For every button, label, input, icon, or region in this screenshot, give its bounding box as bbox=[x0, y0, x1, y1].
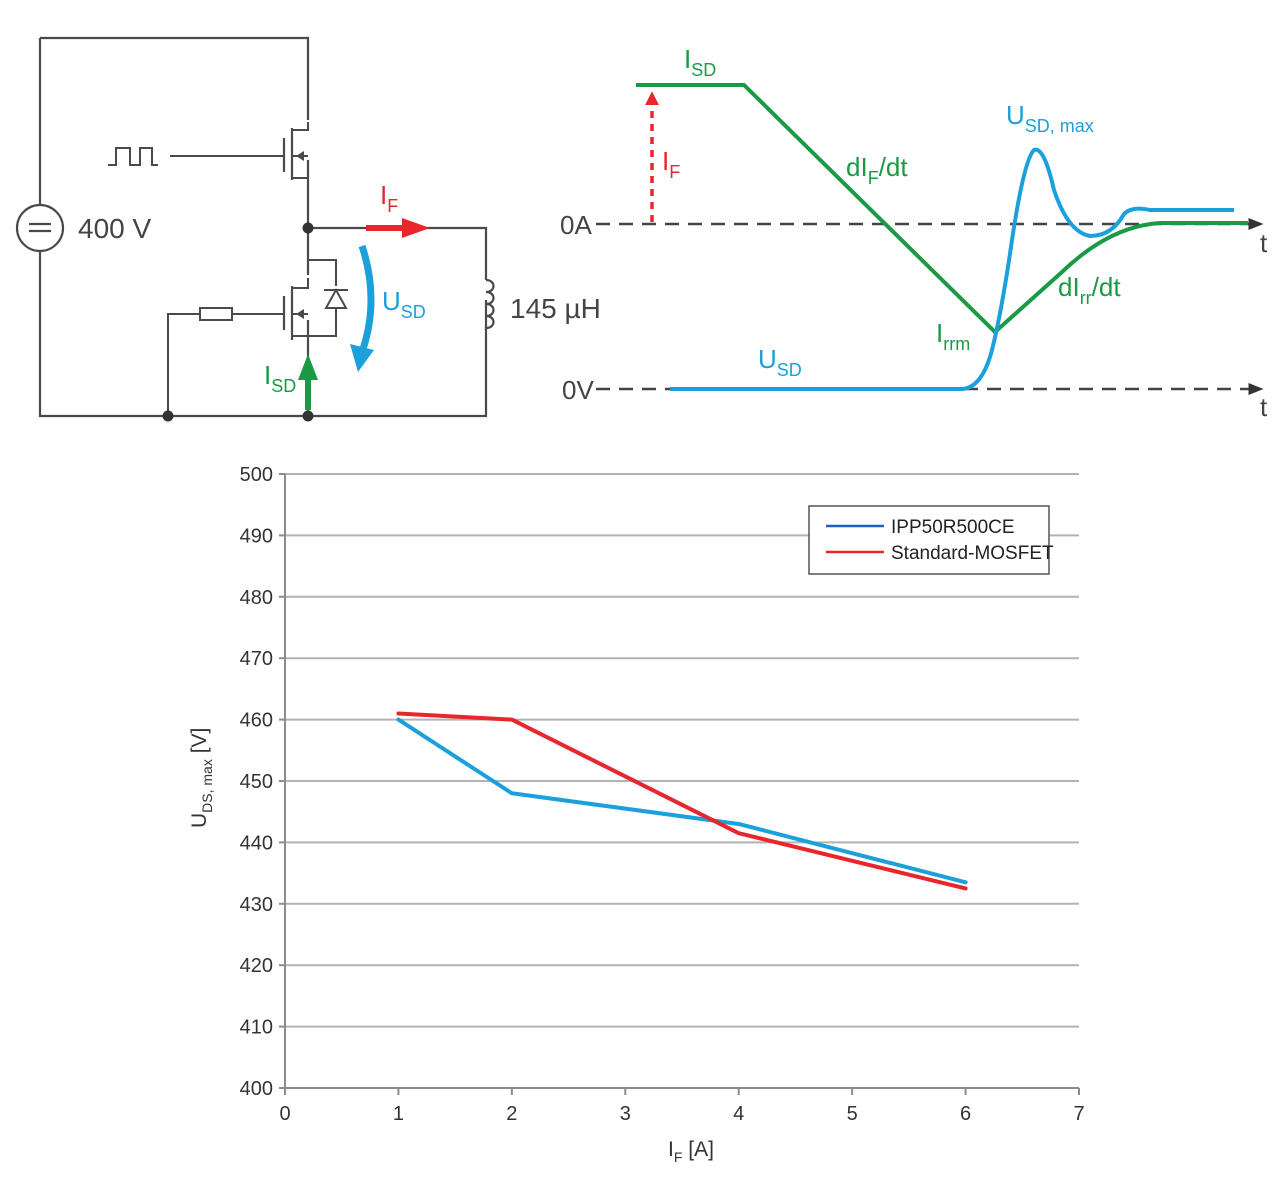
time-axis-label-upper: t bbox=[1260, 228, 1268, 258]
x-tick-label: 0 bbox=[279, 1103, 290, 1125]
dirr-dt-label: dIrr/dt bbox=[1058, 272, 1121, 308]
circuit-usd-label: USD bbox=[382, 286, 426, 322]
waveform-usd-label: USD bbox=[758, 344, 802, 380]
junction-dot bbox=[302, 410, 314, 422]
waveform-isd-label: ISD bbox=[684, 44, 716, 80]
y-tick-label: 420 bbox=[240, 955, 273, 977]
zero-voltage-label: 0V bbox=[562, 375, 594, 405]
time-axis-label-lower: t bbox=[1260, 392, 1268, 422]
junction-dot bbox=[162, 410, 174, 422]
circuit-if-label: IF bbox=[380, 180, 398, 216]
body-diode-icon bbox=[308, 259, 348, 337]
y-tick-label: 450 bbox=[240, 771, 273, 793]
chart-grid bbox=[285, 473, 1079, 1028]
low-side-gate-wire bbox=[167, 313, 284, 416]
y-tick-label: 490 bbox=[240, 525, 273, 547]
x-axis-label: IF [A] bbox=[668, 1138, 714, 1165]
usd-max-label: USD, max bbox=[1006, 100, 1094, 136]
zero-current-label: 0A bbox=[560, 210, 592, 240]
y-tick-label: 430 bbox=[240, 894, 273, 916]
circuit-wire-top bbox=[40, 36, 310, 120]
chart-legend: IPP50R500CE Standard-MOSFET bbox=[808, 505, 1054, 575]
y-tick-label: 400 bbox=[240, 1078, 273, 1100]
dif-dt-label: dIF/dt bbox=[846, 152, 908, 188]
legend-box bbox=[808, 505, 1050, 575]
irrm-label: Irrm bbox=[936, 318, 970, 354]
series-line-2 bbox=[396, 711, 968, 891]
x-tick-label: 4 bbox=[733, 1103, 744, 1125]
legend-label: IPP50R500CE bbox=[891, 517, 1015, 538]
circuit-wire-right bbox=[308, 226, 488, 280]
high-side-mosfet-icon bbox=[282, 122, 309, 180]
chart-tick-labels: 400 410 420 430 440 450 460 470 480 490 500 0 1 2 3 4 5 6… bbox=[240, 464, 1085, 1125]
voltage-source-icon bbox=[15, 203, 65, 253]
isd-arrow-icon bbox=[298, 354, 318, 410]
circuit-wire-left bbox=[38, 38, 488, 418]
isd-current-curve bbox=[636, 83, 1248, 335]
x-tick-label: 1 bbox=[393, 1103, 404, 1125]
x-tick-label: 7 bbox=[1073, 1103, 1084, 1125]
inductor-icon bbox=[484, 278, 495, 330]
inductor-value-label: 145 µH bbox=[510, 293, 601, 324]
usd-voltage-curve bbox=[670, 147, 1234, 391]
series-line-1 bbox=[396, 717, 968, 885]
waveform-diagram: 0A 0V t t IF ISD dIF/dt dIrr/dt Irrm USD… bbox=[560, 44, 1268, 422]
low-side-mosfet-icon bbox=[282, 278, 309, 340]
chart-series bbox=[396, 711, 968, 891]
y-tick-label: 470 bbox=[240, 648, 273, 670]
y-tick-label: 440 bbox=[240, 832, 273, 854]
gate-resistor-icon bbox=[199, 307, 233, 321]
y-tick-label: 460 bbox=[240, 710, 273, 732]
y-tick-label: 480 bbox=[240, 587, 273, 609]
source-voltage-label: 400 V bbox=[78, 213, 151, 244]
x-tick-label: 5 bbox=[847, 1103, 858, 1125]
x-tick-label: 6 bbox=[960, 1103, 971, 1125]
gate-pulse-icon bbox=[108, 147, 158, 166]
waveform-if-label: IF bbox=[662, 146, 680, 182]
y-tick-label: 500 bbox=[240, 464, 273, 486]
legend-label: Standard-MOSFET bbox=[891, 543, 1054, 564]
y-tick-label: 410 bbox=[240, 1017, 273, 1039]
chart-axes bbox=[279, 473, 1080, 1095]
x-tick-label: 3 bbox=[620, 1103, 631, 1125]
circuit-diagram: 400 V 145 µH bbox=[15, 36, 601, 422]
x-tick-label: 2 bbox=[506, 1103, 517, 1125]
y-axis-label: UDS, max [V] bbox=[188, 728, 215, 828]
udsmax-vs-if-chart: 400 410 420 430 440 450 460 470 480 490 500 0 1 2 3 4 5 6… bbox=[188, 464, 1085, 1165]
circuit-isd-label: ISD bbox=[264, 360, 296, 396]
if-arrow-icon bbox=[366, 218, 430, 238]
usd-arrow-icon bbox=[350, 244, 375, 372]
junction-dot bbox=[302, 222, 314, 234]
